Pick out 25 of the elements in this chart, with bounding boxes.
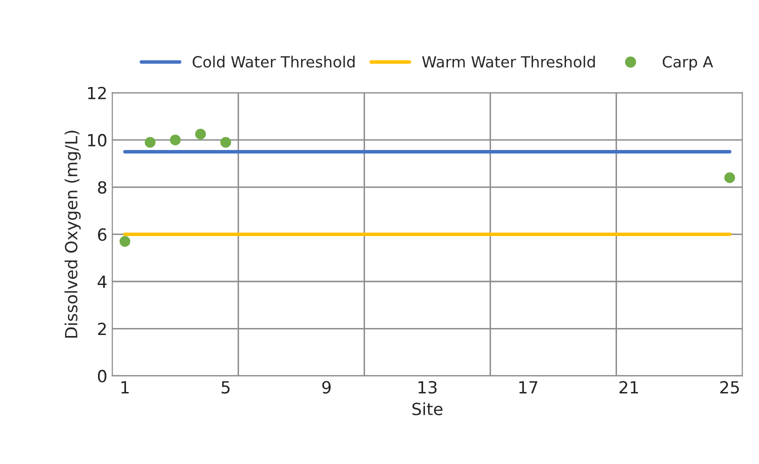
y-tick-label: 8 — [98, 181, 106, 194]
x-tick-label: 25 — [720, 380, 739, 394]
y-tick-label: 12 — [88, 86, 106, 100]
y-axis-title: Dissolved Oxygen (mg/L) — [64, 130, 81, 338]
x-tick-label: 17 — [519, 381, 538, 394]
legend-label: Warm Water Threshold — [422, 56, 595, 68]
x-tick-label: 9 — [322, 380, 331, 394]
y-tick-label: 10 — [88, 134, 106, 147]
point — [195, 128, 206, 140]
legend-label: Cold Water Threshold — [192, 56, 355, 68]
y-tick-label: 6 — [98, 228, 106, 241]
x-tick-label: 13 — [418, 380, 437, 394]
x-tick-label: 21 — [620, 380, 638, 394]
x-tick-label: 1 — [121, 381, 129, 394]
point — [724, 172, 736, 184]
point — [144, 136, 156, 148]
point — [220, 136, 232, 148]
point — [120, 236, 130, 247]
y-tick-label: 4 — [98, 276, 107, 288]
x-tick-label: 5 — [222, 381, 230, 394]
legend-label: Carp A — [662, 56, 714, 71]
y-tick-label: 2 — [98, 322, 106, 335]
point — [170, 134, 181, 146]
x-axis-title: Site — [412, 402, 442, 416]
y-tick-label: 0 — [98, 370, 106, 382]
